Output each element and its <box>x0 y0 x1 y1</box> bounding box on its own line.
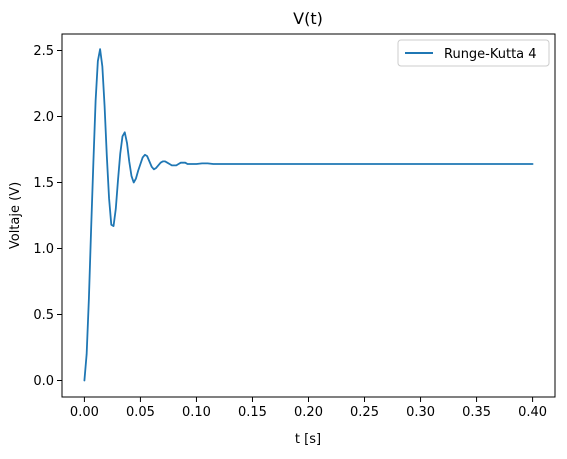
series-line-runge-kutta-4 <box>83 48 534 382</box>
x-axis-ticks: 0.00 0.05 0.10 0.15 0.20 0.25 0.30 0.35 0.40 <box>70 397 547 420</box>
plot-frame <box>61 33 556 398</box>
x-tick-label: 0.10 <box>182 405 211 420</box>
y-tick-label: 1.5 <box>33 176 54 191</box>
x-tick-label: 0.35 <box>462 405 491 420</box>
x-tick-label: 0.30 <box>406 405 435 420</box>
x-tick-label: 0.20 <box>294 405 323 420</box>
legend: Runge-Kutta 4 <box>397 39 550 67</box>
x-tick-label: 0.00 <box>70 405 99 420</box>
chart-title: V(t) <box>293 9 323 28</box>
legend-box <box>397 39 550 67</box>
y-tick-label: 0.5 <box>33 308 54 323</box>
legend-label-runge-kutta-4: Runge-Kutta 4 <box>444 47 537 62</box>
x-tick-label: 0.05 <box>126 405 155 420</box>
series-layer <box>83 48 534 382</box>
y-axis-ticks: 0.0 0.5 1.0 1.5 2.0 2.5 <box>33 44 62 389</box>
y-tick-label: 0.0 <box>33 374 54 389</box>
x-axis-label: t [s] <box>295 432 321 447</box>
plot-area: 0.00 0.05 0.10 0.15 0.20 0.25 0.30 0.35 0.40 0.0… <box>33 33 556 420</box>
x-tick-label: 0.40 <box>518 405 547 420</box>
y-tick-label: 2.0 <box>33 110 54 125</box>
x-tick-label: 0.15 <box>238 405 267 420</box>
y-tick-label: 1.0 <box>33 242 54 257</box>
x-tick-label: 0.25 <box>350 405 379 420</box>
y-tick-label: 2.5 <box>33 44 54 59</box>
y-axis-label: Voltaje (V) <box>8 182 23 249</box>
